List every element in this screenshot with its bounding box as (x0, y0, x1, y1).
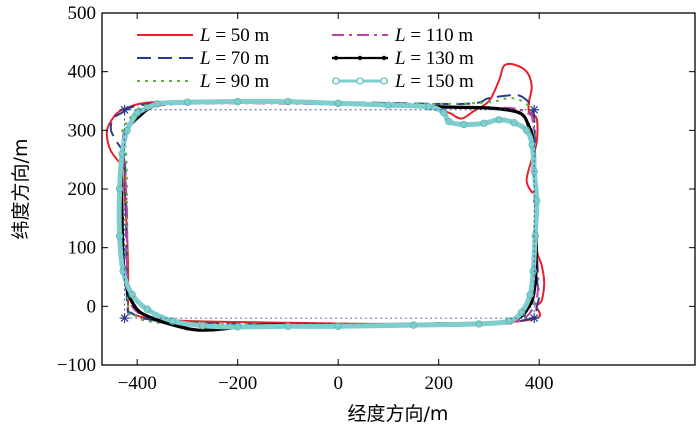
waypoint-marker (119, 313, 130, 324)
series-line (116, 98, 540, 330)
series-point (153, 100, 161, 108)
legend-marker (381, 55, 387, 61)
series-point (233, 323, 242, 331)
series-point (529, 267, 537, 275)
legend-label: L = 70 m (199, 48, 270, 69)
series-point (475, 320, 483, 328)
series-point (517, 308, 526, 316)
x-tick-label: −200 (218, 373, 257, 394)
series-point (284, 322, 292, 330)
series-point (517, 110, 521, 115)
y-tick-label: −100 (57, 355, 96, 376)
series-point (210, 328, 215, 332)
legend-item: L = 150 m (332, 71, 474, 92)
series-point (143, 305, 151, 313)
series-2 (121, 97, 537, 326)
series-point (334, 99, 342, 108)
series-point (531, 232, 539, 240)
legend-item: L = 90 m (137, 71, 270, 92)
y-tick-label: 300 (68, 120, 97, 141)
x-tick-label: 200 (424, 373, 453, 394)
waypoint-layer (119, 104, 540, 324)
series-5 (115, 97, 541, 331)
y-tick-label: 100 (68, 238, 97, 259)
legend-marker (333, 55, 339, 61)
series-point (487, 106, 491, 110)
series-point (123, 126, 131, 135)
series-point (526, 290, 534, 299)
series-point (133, 109, 141, 117)
series-point (526, 122, 530, 127)
y-tick-label: 0 (87, 296, 97, 317)
series-point (132, 304, 137, 309)
legend-label: L = 110 m (394, 25, 473, 46)
legend-label: L = 90 m (199, 71, 270, 92)
series-point (510, 119, 518, 127)
x-tick-label: 400 (525, 373, 554, 394)
x-tick-label: 0 (333, 373, 343, 394)
y-axis-title: 纬度方向/m (10, 139, 32, 240)
series-point (183, 98, 192, 106)
legend-item: L = 130 m (332, 48, 474, 69)
series-layer (105, 62, 546, 332)
series-point (118, 150, 126, 158)
series-point (115, 232, 124, 240)
legend-label: L = 150 m (394, 71, 474, 92)
series-4 (120, 99, 538, 332)
series-1 (109, 94, 541, 327)
legend-marker (332, 77, 340, 85)
y-tick-label: 500 (68, 3, 97, 24)
series-point (440, 109, 448, 117)
y-tick-label: 200 (68, 179, 97, 200)
y-tick-label: 400 (68, 62, 97, 83)
series-point (115, 185, 124, 193)
legend-marker (380, 77, 388, 85)
series-point (233, 97, 242, 106)
reference-path (124, 109, 535, 319)
legend-item: L = 50 m (137, 25, 270, 46)
legend-label: L = 50 m (199, 25, 270, 46)
series-point (424, 103, 433, 111)
series-point (495, 116, 503, 124)
series-point (185, 326, 190, 331)
series-line (120, 99, 538, 332)
series-3 (121, 102, 540, 327)
legend-item: L = 110 m (332, 25, 473, 46)
series-line (121, 102, 540, 327)
series-point (530, 167, 538, 176)
legend-label: L = 130 m (394, 48, 474, 69)
legend-marker (356, 77, 364, 85)
axes: −400 −200 0 200 400 −100 0 100 200 300 400 500 (57, 3, 695, 394)
x-axis-title: 经度方向/m (348, 403, 449, 425)
series-point (528, 141, 536, 149)
series-point (445, 117, 453, 126)
x-tick-label: −400 (118, 373, 157, 394)
waypoint-marker (529, 104, 540, 115)
series-point (119, 267, 127, 275)
series-point (334, 322, 342, 330)
series-point (460, 120, 468, 129)
series-point (532, 197, 541, 205)
series-point (284, 97, 292, 106)
series-point (198, 321, 207, 330)
legend: L = 50 mL = 70 mL = 90 m L = 110 mL = 130… (137, 25, 474, 92)
series-point (409, 321, 418, 329)
series-point (480, 119, 488, 127)
waypoint-marker (529, 313, 540, 324)
series-point (384, 101, 393, 109)
series-point (168, 317, 177, 325)
series-point (522, 126, 531, 135)
series-line (121, 97, 537, 326)
series-point (505, 317, 513, 325)
series-line (109, 94, 541, 327)
series-point (128, 290, 136, 299)
waypoint-marker (119, 104, 130, 115)
series-point (150, 316, 155, 320)
legend-marker (357, 55, 363, 61)
legend-item: L = 70 m (137, 48, 270, 69)
